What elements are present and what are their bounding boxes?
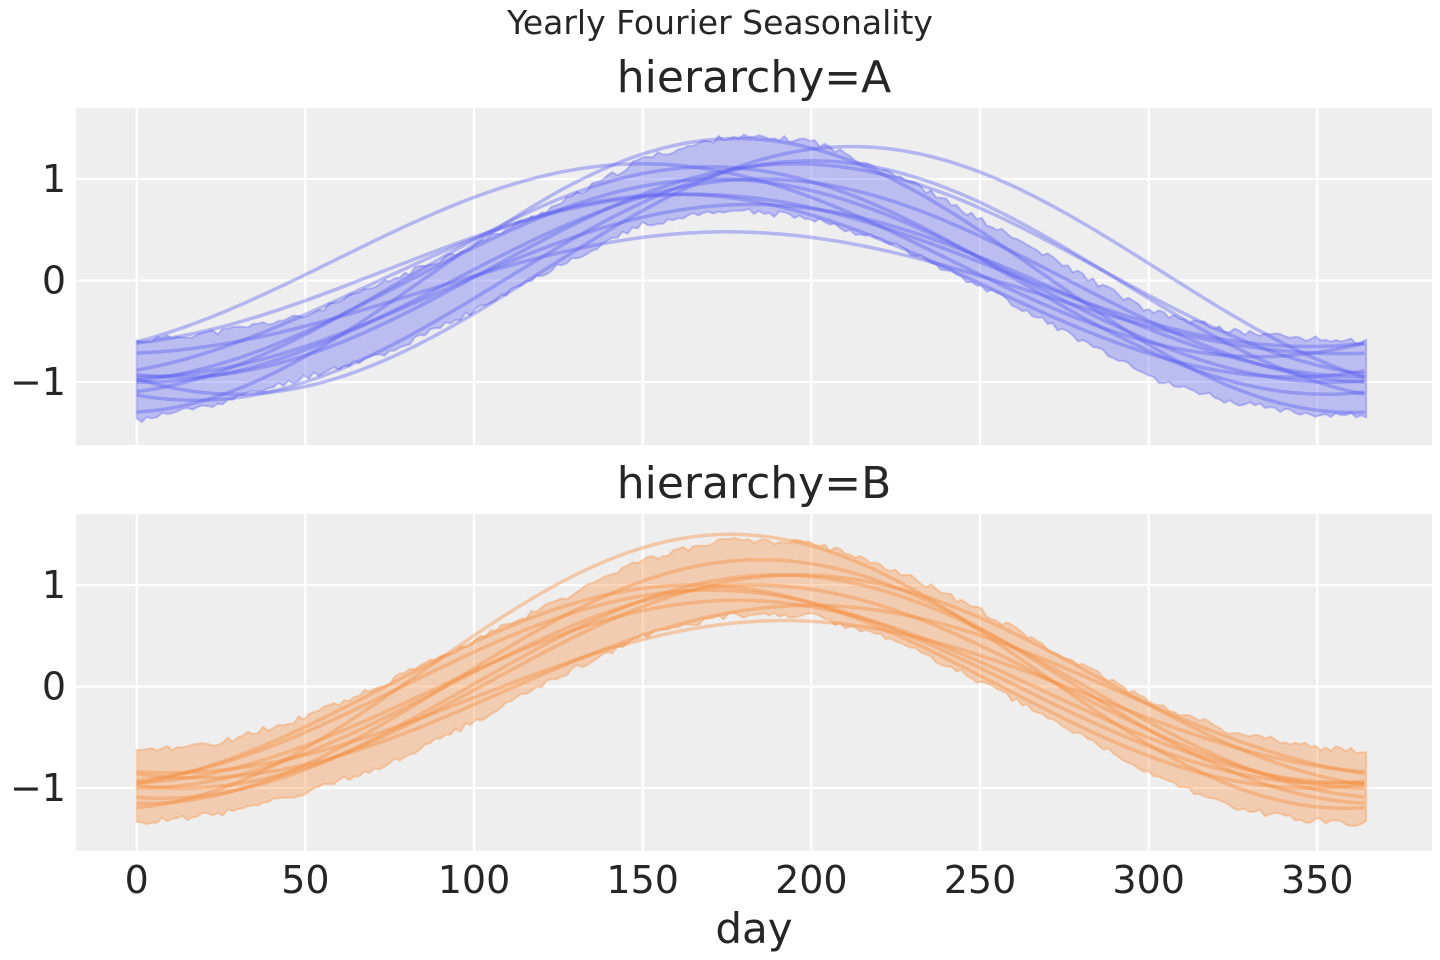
sample-line-10 bbox=[136, 162, 1365, 359]
hdi-band bbox=[135, 536, 1368, 827]
sample-line-4 bbox=[136, 162, 1365, 379]
x-tick-label: 200 bbox=[775, 858, 848, 902]
panel-title: hierarchy=B bbox=[617, 458, 892, 509]
sample-line-7 bbox=[136, 603, 1365, 780]
x-tick-label: 350 bbox=[1281, 858, 1354, 902]
sample-line-10 bbox=[136, 583, 1365, 790]
x-axis-label: day bbox=[715, 904, 792, 953]
y-tick-label: −1 bbox=[10, 360, 66, 404]
y-tick-label: 1 bbox=[42, 563, 66, 607]
panel-1: hierarchy=A 1 0 −1 bbox=[10, 52, 1432, 445]
plot-content bbox=[135, 532, 1368, 827]
panel-title: hierarchy=A bbox=[617, 52, 891, 103]
sample-line-12 bbox=[136, 192, 1365, 349]
y-tick-label: 0 bbox=[42, 259, 66, 303]
sample-line-6 bbox=[136, 532, 1365, 811]
y-tick-label: 1 bbox=[42, 157, 66, 201]
sample-line-3 bbox=[136, 202, 1365, 379]
sample-line-11 bbox=[136, 159, 1365, 403]
plot-area bbox=[76, 514, 1432, 851]
x-tick-label: 300 bbox=[1112, 858, 1185, 902]
sample-line-4 bbox=[136, 573, 1365, 790]
sample-line-2 bbox=[136, 165, 1365, 396]
hdi-band bbox=[135, 133, 1368, 424]
sample-line-3 bbox=[136, 598, 1365, 785]
chart-panels: hierarchy=A 1 0 −1 hierarchy=B 1 0 −1 0 50 100 150 2… bbox=[10, 52, 1432, 953]
sample-line-8 bbox=[136, 557, 1365, 806]
sample-line-9 bbox=[136, 230, 1365, 356]
sample-line-9 bbox=[136, 618, 1365, 775]
plot-content bbox=[135, 133, 1368, 424]
sample-line-2 bbox=[136, 573, 1365, 800]
x-tick-label: 100 bbox=[438, 858, 511, 902]
sample-line-7 bbox=[136, 177, 1365, 384]
figure-suptitle: Yearly Fourier Seasonality bbox=[506, 3, 933, 42]
sample-line-8 bbox=[136, 136, 1365, 415]
sample-line-5 bbox=[136, 192, 1365, 379]
plot-area bbox=[76, 108, 1432, 445]
sample-line-6 bbox=[136, 144, 1366, 396]
x-tick-label: 250 bbox=[944, 858, 1017, 902]
y-tick-label: 0 bbox=[42, 665, 66, 709]
panel-2: hierarchy=B 1 0 −1 0 50 100 150 200 250 300 350 day bbox=[10, 458, 1432, 953]
x-tick-label: 150 bbox=[606, 858, 679, 902]
sample-line-5 bbox=[136, 588, 1365, 785]
x-tick-label: 50 bbox=[281, 858, 329, 902]
sample-line-1 bbox=[136, 177, 1365, 384]
sample-line-1 bbox=[136, 583, 1365, 790]
y-tick-label: −1 bbox=[10, 766, 66, 810]
x-tick-label: 0 bbox=[125, 858, 149, 902]
